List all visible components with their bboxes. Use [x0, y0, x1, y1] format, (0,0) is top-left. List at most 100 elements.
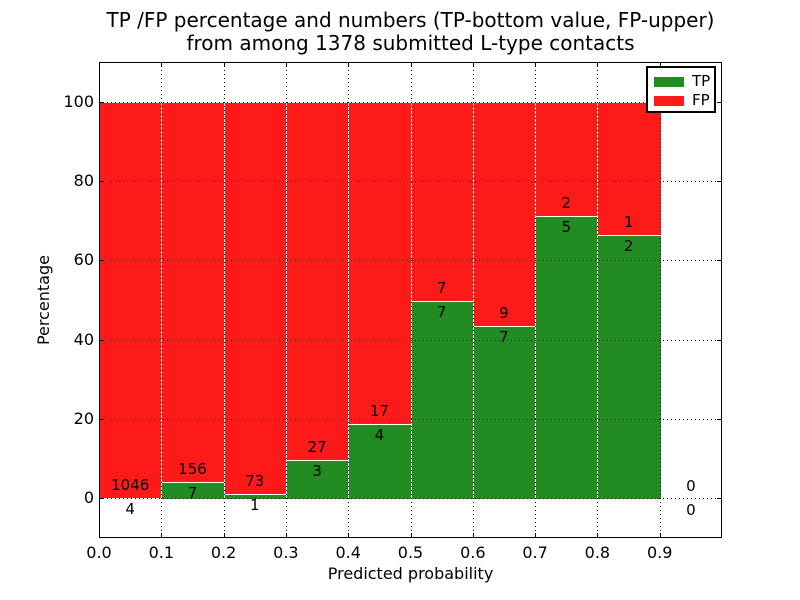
legend-row-tp: TP — [648, 72, 714, 91]
bar-fp-segment — [348, 101, 413, 425]
tp-count-label: 7 — [436, 303, 447, 321]
fp-count-label: 27 — [307, 437, 327, 456]
tp-count-label: 1 — [250, 496, 260, 514]
bar-fp-segment — [161, 101, 226, 484]
tick-x-bottom — [410, 533, 412, 538]
tick-y-right — [717, 260, 722, 262]
tick-y-left — [99, 419, 104, 420]
x-tick-label: 0.9 — [646, 543, 673, 562]
x-axis-label: Predicted probability — [327, 564, 494, 583]
x-tick-label: 0.4 — [335, 543, 361, 562]
legend-label-fp: FP — [692, 91, 710, 109]
x-tick-label: 0.8 — [584, 543, 611, 562]
gridline-vertical — [410, 62, 412, 538]
tick-x-top — [659, 62, 661, 67]
bar-fp-segment — [597, 101, 662, 236]
fp-count-label: 2 — [561, 194, 572, 212]
tick-y-left — [99, 260, 104, 262]
gridline-vertical — [659, 62, 661, 538]
tick-y-left — [99, 101, 104, 103]
gridline-horizontal — [99, 260, 722, 262]
tp-count-label: 3 — [312, 461, 322, 480]
gridline-horizontal — [99, 419, 722, 420]
y-tick-label: 40 — [73, 329, 94, 349]
y-tick-label: 80 — [73, 171, 94, 190]
fp-count-label: 17 — [369, 401, 389, 420]
tick-x-top — [99, 62, 100, 67]
tick-x-top — [285, 62, 287, 67]
legend-label-tp: TP — [692, 72, 711, 90]
gridline-vertical — [348, 62, 350, 538]
y-axis-label: Percentage — [34, 255, 53, 346]
tick-x-bottom — [348, 533, 350, 538]
x-tick-label: 0.2 — [210, 543, 237, 562]
tp-count-label: 7 — [187, 484, 198, 503]
tick-x-bottom — [535, 533, 537, 538]
tick-x-top — [161, 62, 163, 67]
bar-tp-segment — [597, 233, 662, 501]
legend-row-fp: FP — [648, 91, 714, 110]
gridline-vertical — [597, 62, 599, 538]
gridline-vertical — [535, 62, 537, 538]
tick-x-bottom — [659, 533, 661, 538]
tp-count-label: 5 — [561, 218, 572, 236]
tick-x-top — [410, 62, 412, 67]
tp-count-label: 7 — [499, 327, 509, 346]
tick-x-bottom — [472, 533, 474, 538]
tick-x-top — [223, 62, 225, 67]
tick-y-right — [717, 181, 722, 182]
fp-count-label: 7 — [436, 279, 447, 297]
x-tick-label: 0.5 — [397, 543, 424, 562]
fp-count-label: 73 — [245, 472, 265, 490]
chart-title: TP /FP percentage and numbers (TP-bottom… — [99, 9, 722, 55]
bar-fp-segment — [223, 101, 288, 495]
gridline-vertical — [472, 62, 474, 538]
tick-x-bottom — [223, 533, 225, 538]
fp-count-label: 9 — [499, 303, 509, 322]
tick-x-top — [535, 62, 537, 67]
bar-tp-segment — [472, 324, 538, 501]
tp-count-label: 4 — [125, 499, 135, 518]
y-tick-label: 100 — [63, 91, 94, 111]
x-tick-label: 0.1 — [148, 543, 175, 562]
tick-y-right — [717, 419, 722, 420]
x-tick-label: 0.0 — [86, 543, 112, 562]
gridline-horizontal — [99, 101, 722, 103]
legend: TP FP — [646, 66, 716, 113]
legend-swatch-tp — [654, 76, 684, 87]
y-tick-label: 0 — [83, 488, 94, 508]
tp-count-label: 4 — [374, 425, 385, 444]
gridline-vertical — [161, 62, 163, 538]
tick-y-right — [717, 101, 722, 103]
bar-fp-segment — [99, 101, 164, 499]
gridline-horizontal — [99, 498, 722, 500]
tick-y-left — [99, 339, 104, 341]
bar-tp-segment — [535, 215, 600, 501]
gridline-horizontal — [99, 181, 722, 182]
gridline-vertical — [285, 62, 287, 538]
y-tick-label: 20 — [73, 409, 94, 428]
gridline-horizontal — [99, 339, 722, 341]
fp-count-label: 1 — [623, 212, 634, 231]
chart-title-line1: TP /FP percentage and numbers (TP-bottom… — [106, 8, 715, 32]
tick-x-bottom — [99, 533, 100, 538]
plot-area: 1046 4 156 7 73 1 27 3 17 4 7 7 9 7 2 5 1 2 0 0 — [99, 62, 722, 538]
tick-x-bottom — [597, 533, 599, 538]
legend-swatch-fp — [654, 95, 684, 106]
fp-count-label: 156 — [178, 460, 207, 479]
tick-x-top — [597, 62, 599, 67]
tick-y-left — [99, 181, 104, 182]
tick-x-bottom — [161, 533, 163, 538]
bar-tp-segment — [348, 422, 413, 501]
tp-count-label: 2 — [623, 236, 634, 255]
x-tick-label: 0.3 — [273, 543, 299, 562]
x-tick-label: 0.7 — [522, 543, 548, 562]
gridline-vertical — [223, 62, 225, 538]
tick-x-top — [348, 62, 350, 67]
y-tick-label: 60 — [73, 250, 94, 270]
tp-count-label: 0 — [686, 501, 696, 520]
tick-x-bottom — [285, 533, 287, 538]
chart-title-line2: from among 1378 submitted L-type contact… — [186, 31, 635, 55]
tick-x-top — [472, 62, 474, 67]
